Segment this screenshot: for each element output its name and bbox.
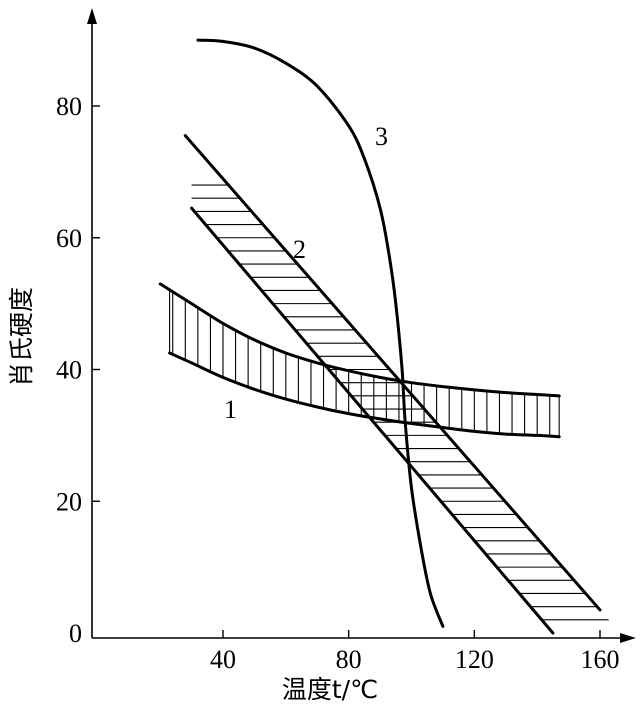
- series-2-upper-line: [183, 134, 602, 612]
- series-label-2: 2: [293, 235, 306, 264]
- x-tick-label-160: 160: [581, 645, 620, 674]
- x-tick-label-80: 80: [336, 645, 362, 674]
- tick-layer: 40 80 120 160 0 20 40 60 80: [56, 92, 620, 674]
- series-3-line: [196, 38, 445, 628]
- hatch-fills: [169, 184, 609, 621]
- y-tick-label-60: 60: [56, 224, 82, 253]
- y-axis-arrow: [87, 8, 97, 24]
- series-1-upper-line: [158, 282, 561, 398]
- y-tick-label-80: 80: [56, 92, 82, 121]
- y-axis-title: 肖氏硬度: [7, 287, 36, 387]
- x-axis-title: 温度t/℃: [282, 675, 378, 704]
- y-tick-label-20: 20: [56, 487, 82, 516]
- series-label-1: 1: [224, 395, 237, 424]
- x-tick-label-120: 120: [455, 645, 494, 674]
- x-axis-arrow: [620, 633, 636, 643]
- series-2-lower-line: [190, 206, 555, 635]
- y-tick-label-0: 0: [69, 619, 82, 648]
- series-1-lower-line: [168, 351, 561, 439]
- y-tick-label-40: 40: [56, 356, 82, 385]
- x-tick-label-40: 40: [210, 645, 236, 674]
- series-layer: 1 2 3: [158, 38, 602, 635]
- axes: [87, 8, 636, 643]
- series-label-3: 3: [375, 122, 388, 151]
